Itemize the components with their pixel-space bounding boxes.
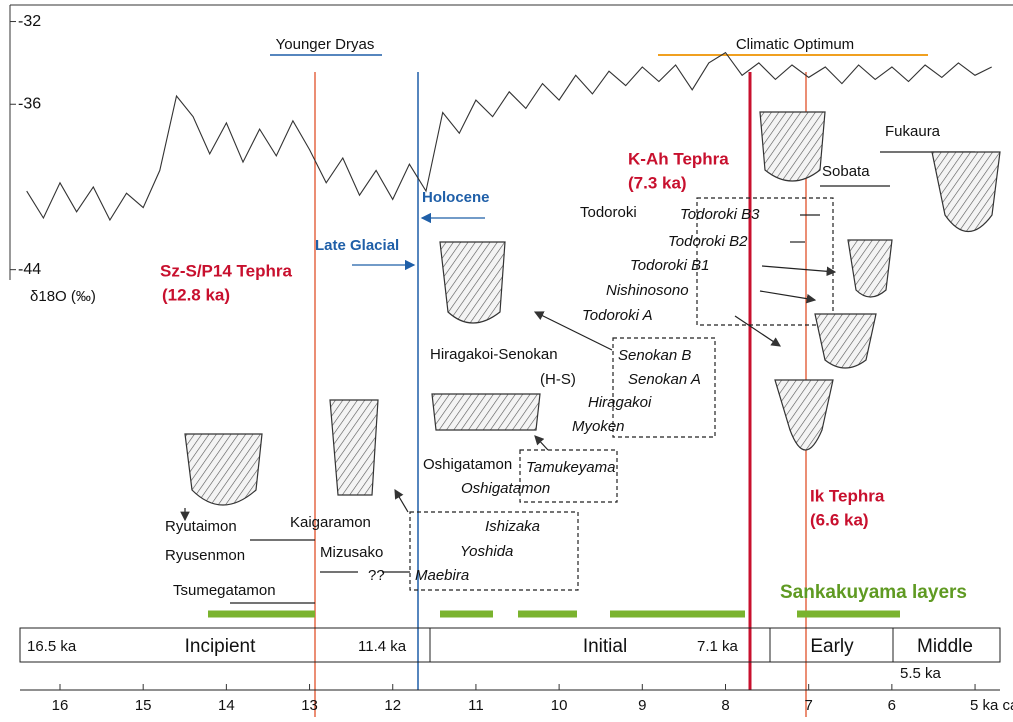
- annotation: K-Ah Tephra: [628, 149, 729, 168]
- period-label: 7.1 ka: [697, 638, 739, 655]
- x-tick-label: 16: [52, 697, 69, 714]
- x-tick-label: 14: [218, 697, 235, 714]
- y-tick-label: -36: [18, 95, 41, 112]
- annotation: Todoroki A: [582, 307, 653, 324]
- annotation: Hiragakoi: [588, 394, 652, 411]
- annotation: Hiragakoi-Senokan: [430, 346, 558, 363]
- annotation: Mizusako: [320, 544, 383, 561]
- x-tick-label: 15: [135, 697, 152, 714]
- annotation: Tamukeyama: [526, 459, 616, 476]
- period-label: 5.5 ka: [900, 665, 942, 682]
- annotation: Todoroki B2: [668, 233, 748, 250]
- x-tick-label: 5 ka cal BP: [970, 697, 1013, 714]
- period-label: 11.4 ka: [358, 638, 407, 655]
- period-label: Incipient: [185, 636, 256, 657]
- x-tick-label: 12: [384, 697, 401, 714]
- y-tick-label: -32: [18, 13, 41, 30]
- x-tick-label: 9: [638, 697, 646, 714]
- y-tick-label: -44: [18, 261, 41, 278]
- annotation: Senokan A: [628, 371, 701, 388]
- annotation: Fukaura: [885, 123, 941, 140]
- annotation: Ik Tephra: [810, 486, 885, 505]
- annotation: Nishinosono: [606, 282, 689, 299]
- diagram: δ18O (‰) -32 -36 -44 16 15 14 13 12 11 10 9 8 7 6 5 ka…: [0, 0, 1013, 717]
- period-label: Middle: [917, 636, 973, 657]
- isotope-curve: [27, 53, 992, 220]
- annotation: Ryutaimon: [165, 518, 237, 535]
- annotation: (6.6 ka): [810, 510, 869, 529]
- period-label: 16.5 ka: [27, 638, 77, 655]
- annotation: Yoshida: [460, 543, 513, 560]
- annotation: Younger Dryas: [276, 36, 375, 53]
- annotation: Todoroki: [580, 204, 637, 221]
- annotation: Sobata: [822, 163, 870, 180]
- annotation: Maebira: [415, 567, 469, 584]
- x-tick-label: 11: [468, 697, 484, 714]
- x-tick-label: 6: [888, 697, 896, 714]
- x-tick-label: 7: [804, 697, 812, 714]
- annotation: Todoroki B3: [680, 206, 760, 223]
- period-label: Initial: [583, 636, 627, 657]
- annotation: (12.8 ka): [162, 285, 230, 304]
- annotation: Kaigaramon: [290, 514, 371, 531]
- annotation: Oshigatamon: [423, 456, 512, 473]
- annotation: Ishizaka: [485, 518, 540, 535]
- annotation: Holocene: [422, 189, 490, 206]
- x-tick-label: 13: [301, 697, 318, 714]
- annotation: Climatic Optimum: [736, 36, 854, 53]
- annotation: ??: [368, 567, 385, 584]
- annotation: Oshigatamon: [461, 480, 550, 497]
- y-axis-label: δ18O (‰): [30, 288, 96, 305]
- annotation: (7.3 ka): [628, 173, 687, 192]
- annotation: Senokan B: [618, 347, 691, 364]
- annotation: (H-S): [540, 371, 576, 388]
- x-tick-label: 10: [551, 697, 568, 714]
- annotation: Todoroki B1: [630, 257, 710, 274]
- frame: [10, 5, 1013, 280]
- annotation: Late Glacial: [315, 237, 399, 254]
- annotation: Sankakuyama layers: [780, 582, 967, 603]
- annotation: Myoken: [572, 418, 625, 435]
- annotation: Ryusenmon: [165, 547, 245, 564]
- period-label: Early: [810, 636, 854, 657]
- annotation: Tsumegatamon: [173, 582, 276, 599]
- annotation: Sz-S/P14 Tephra: [160, 261, 292, 280]
- x-tick-label: 8: [721, 697, 729, 714]
